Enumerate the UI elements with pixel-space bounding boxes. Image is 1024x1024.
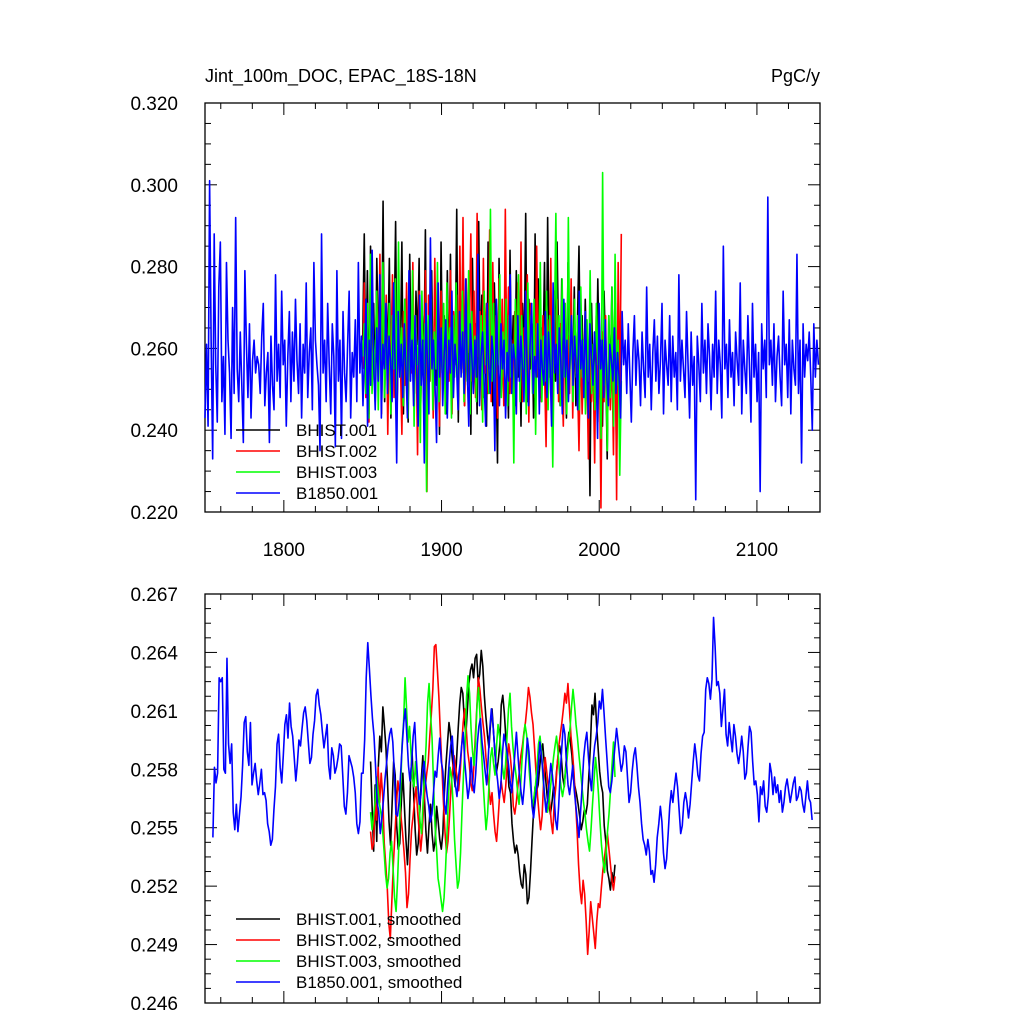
x-tick-label: 2100 (736, 540, 778, 561)
top-panel: 1800 1900 2000 2100 0.220 0.240 0.260 0.280 0.30… (130, 94, 821, 561)
y-tick-label: 0.246 (130, 994, 178, 1015)
y-tick-label: 0.261 (130, 702, 178, 723)
y-tick-label: 0.300 (130, 176, 178, 197)
legend-label: BHIST.002 (296, 442, 377, 461)
y-tick-label: 0.255 (130, 819, 178, 840)
legend-label: BHIST.003 (296, 463, 377, 482)
legend-label: BHIST.001 (296, 421, 377, 440)
bottom-panel: 0.246 0.249 0.252 0.255 0.258 0.261 0.264 0.267… (130, 585, 821, 1015)
y-tick-label: 0.252 (130, 877, 178, 898)
y-tick-label: 0.258 (130, 760, 178, 781)
y-tick-label: 0.264 (130, 643, 178, 664)
y-tick-label: 0.240 (130, 421, 178, 442)
x-tick-label: 2000 (578, 540, 620, 561)
chart-title: Jint_100m_DOC, EPAC_18S-18N (205, 66, 477, 87)
units-label: PgC/y (771, 66, 820, 86)
series-line-b1850-001 (204, 179, 820, 501)
y-tick-label: 0.260 (130, 339, 178, 360)
y-tick-label: 0.220 (130, 503, 178, 524)
y-tick-label: 0.267 (130, 585, 178, 606)
legend-label: BHIST.001, smoothed (296, 910, 461, 929)
legend-label: BHIST.003, smoothed (296, 952, 461, 971)
legend-label: BHIST.002, smoothed (296, 931, 461, 950)
y-tick-label: 0.249 (130, 936, 178, 957)
series-line-bhist-002 (369, 643, 616, 956)
x-tick-label: 1800 (263, 540, 305, 561)
legend-label: B1850.001, smoothed (296, 973, 462, 992)
y-tick-label: 0.320 (130, 94, 178, 115)
x-tick-label: 1900 (420, 540, 462, 561)
y-tick-label: 0.280 (130, 258, 178, 279)
series-line-b1850-001 (212, 616, 813, 884)
legend-label: B1850.001 (296, 484, 378, 503)
